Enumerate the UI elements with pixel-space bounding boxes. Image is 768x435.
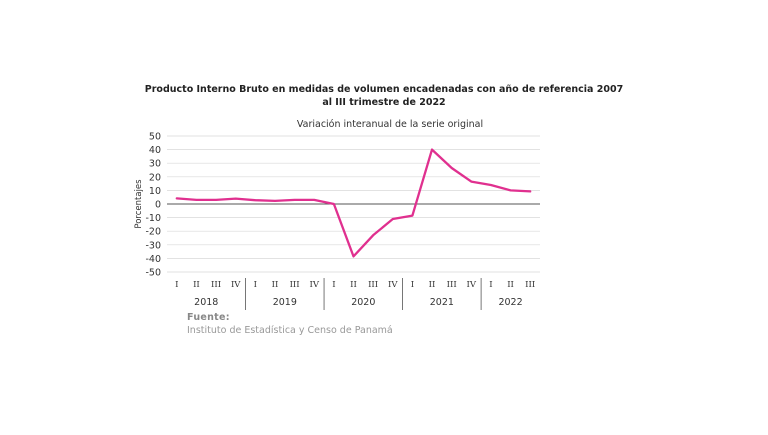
x-tick-label: I: [411, 280, 414, 290]
data-point: [254, 199, 256, 201]
data-point: [333, 203, 335, 205]
data-point: [411, 214, 413, 217]
x-tick-label: II: [350, 280, 357, 290]
chart-title-line-2: al III trimestre de 2022: [322, 97, 446, 108]
y-tick-label: -20: [145, 227, 161, 238]
chart-title: Producto Interno Bruto en medidas de vol…: [0, 83, 768, 109]
x-tick-label: I: [332, 280, 335, 290]
y-tick-label: -10: [145, 213, 161, 224]
chart-subtitle: Variación interanual de la serie origina…: [296, 119, 484, 130]
data-point: [529, 190, 531, 192]
x-tick-label: IV: [231, 280, 241, 290]
x-tick-label: II: [193, 280, 200, 290]
year-label: 2021: [430, 297, 454, 308]
data-point: [451, 167, 453, 169]
x-tick-label: II: [272, 280, 279, 290]
source-label: Fuente:: [187, 312, 230, 323]
data-point: [509, 189, 512, 191]
data-point: [313, 199, 315, 201]
year-label: 2018: [194, 297, 218, 308]
y-tick-label: -50: [145, 268, 161, 279]
year-label: 2019: [273, 297, 297, 308]
x-tick-label: III: [211, 280, 221, 290]
year-label: 2020: [351, 297, 375, 308]
data-point: [176, 197, 178, 200]
data-point: [470, 180, 472, 183]
x-tick-label: IV: [388, 280, 398, 290]
year-label: 2022: [498, 297, 522, 308]
x-tick-label: III: [368, 280, 378, 290]
data-point: [392, 218, 394, 220]
x-tick-label: III: [525, 280, 535, 290]
x-tick-label: I: [489, 280, 492, 290]
chart-title-line-1: Producto Interno Bruto en medidas de vol…: [144, 84, 624, 95]
y-tick-label: 50: [149, 132, 161, 143]
y-axis-label: Porcentajes: [134, 179, 144, 229]
y-tick-label: -30: [145, 240, 161, 251]
x-tick-label: IV: [467, 280, 477, 290]
x-tick-label: II: [507, 280, 514, 290]
data-point: [215, 199, 217, 201]
data-point: [195, 199, 198, 201]
series-line: [175, 148, 532, 258]
x-tick-label: I: [175, 280, 178, 290]
x-tick-label: III: [290, 280, 300, 290]
source-text: Instituto de Estadística y Censo de Pana…: [187, 325, 393, 336]
y-tick-label: 20: [149, 172, 161, 183]
y-tick-label: 0: [155, 200, 161, 211]
y-tick-label: 10: [149, 186, 161, 197]
x-tick-label: III: [447, 280, 457, 290]
x-tick-label: II: [429, 280, 436, 290]
data-point: [235, 197, 237, 200]
data-point: [431, 149, 433, 151]
data-point: [372, 234, 374, 236]
y-tick-label: 40: [149, 145, 161, 156]
x-tick-label: I: [254, 280, 257, 290]
y-tick-label: -40: [145, 254, 161, 265]
data-point: [294, 199, 296, 201]
x-tick-label: IV: [309, 280, 319, 290]
data-point: [490, 184, 492, 186]
y-tick-label: 30: [149, 159, 161, 170]
data-point: [352, 255, 355, 257]
data-point: [274, 200, 276, 202]
